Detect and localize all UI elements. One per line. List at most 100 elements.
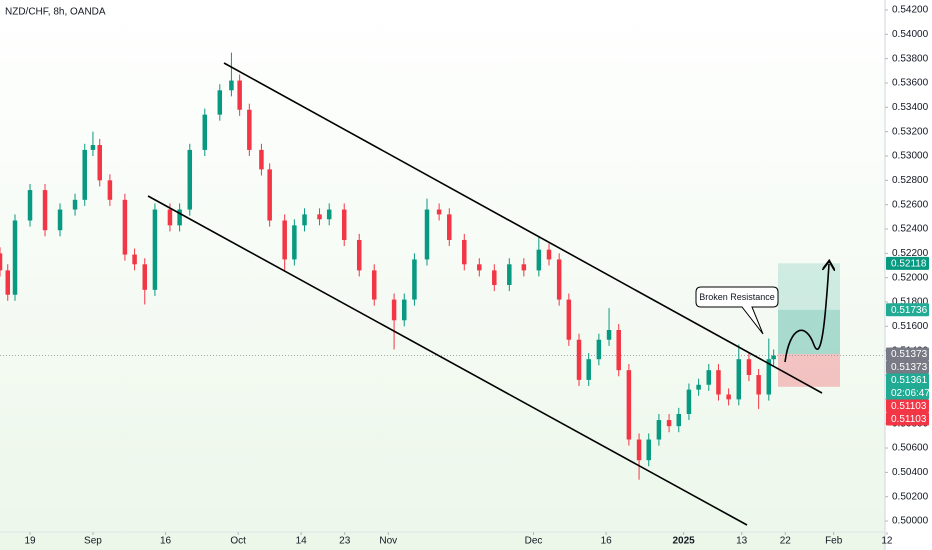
- y-tick-label: 0.52200: [892, 248, 929, 259]
- candle-body: [202, 114, 208, 150]
- x-tick-label: 16: [601, 536, 613, 547]
- candle-body: [576, 339, 582, 380]
- candle-body: [546, 249, 552, 260]
- candle-body: [0, 253, 3, 271]
- candle-body: [97, 145, 102, 181]
- candle-body: [217, 90, 223, 115]
- candle-body: [616, 330, 621, 371]
- x-tick-label: 12: [881, 536, 893, 547]
- candle-body: [412, 259, 417, 300]
- candle-body: [42, 190, 48, 231]
- candle-body: [72, 199, 78, 210]
- candle-body: [666, 420, 672, 427]
- x-tick-label: Dec: [525, 536, 543, 547]
- candle-body: [90, 145, 96, 150]
- channel-lower: [147, 195, 748, 526]
- candle-body: [82, 149, 87, 200]
- candle-body: [152, 209, 158, 290]
- candle-body: [492, 270, 497, 285]
- callout-box: [695, 286, 779, 335]
- y-tick-label: 0.50200: [892, 491, 929, 502]
- y-tick-label: 0.53200: [892, 126, 929, 137]
- y-tick-label: 0.50600: [892, 443, 929, 454]
- price-badge-label: 0.51361: [891, 375, 928, 386]
- candle-body: [646, 439, 651, 461]
- profit-zone: [778, 263, 840, 310]
- candle-body: [716, 370, 721, 395]
- candle-body: [556, 259, 562, 300]
- price-badge: [886, 256, 929, 270]
- price-badge: [886, 347, 929, 361]
- x-tick-label: 14: [296, 536, 308, 547]
- candle-body: [656, 420, 662, 440]
- y-tick-label: 0.52800: [892, 175, 929, 186]
- candle-body: [247, 109, 252, 150]
- candle-body: [391, 299, 397, 321]
- candle-body: [521, 264, 527, 271]
- candle-body: [122, 199, 128, 255]
- price-badge-label: 0.51736: [891, 305, 928, 316]
- x-tick-label: Sep: [84, 536, 102, 547]
- x-tick-label: Feb: [825, 536, 843, 547]
- candle-body: [596, 339, 602, 360]
- candle-body: [371, 270, 377, 300]
- price-badge-label: 0.51103: [891, 401, 927, 412]
- plot-background: [0, 0, 885, 550]
- candle-body: [736, 359, 742, 400]
- x-tick-label: 19: [24, 536, 36, 547]
- candle-body: [177, 209, 182, 226]
- candle-body: [462, 239, 467, 265]
- candle-body: [706, 370, 712, 385]
- candle-body: [282, 220, 287, 260]
- candle-body: [341, 209, 347, 240]
- candle-body: [676, 413, 682, 427]
- candle-body: [477, 264, 482, 271]
- y-tick-label: 0.53800: [892, 53, 929, 64]
- candle-body: [424, 209, 430, 260]
- y-tick-label: 0.50400: [892, 467, 929, 478]
- candle-body: [57, 209, 63, 231]
- y-tick-label: 0.50000: [892, 516, 929, 527]
- candle-body: [626, 370, 632, 440]
- chart-title: NZD/CHF, 8h, OANDA: [5, 7, 106, 18]
- price-badge: [886, 373, 929, 400]
- channel-upper: [223, 62, 823, 394]
- candle-body: [237, 80, 242, 110]
- candle-body: [606, 330, 612, 340]
- x-tick-label: 2025: [672, 536, 695, 547]
- candle-body: [326, 209, 332, 220]
- candle-body: [317, 214, 322, 220]
- price-badge-label: 0.51103: [891, 414, 927, 425]
- candle-body: [187, 149, 193, 210]
- candle-body: [536, 249, 542, 271]
- candle-body: [402, 299, 407, 321]
- candle-body: [436, 209, 442, 215]
- candle-body: [746, 359, 752, 376]
- candle-body: [766, 359, 772, 395]
- x-tick-label: Oct: [230, 536, 246, 547]
- candle-body: [27, 190, 33, 221]
- x-tick-label: 13: [736, 536, 748, 547]
- price-badge: [886, 399, 929, 413]
- candle-body: [229, 80, 234, 91]
- candle-body: [356, 239, 362, 271]
- x-tick-label: 22: [780, 536, 792, 547]
- projection-arrow: [784, 264, 829, 363]
- candle-body: [726, 394, 731, 400]
- y-tick-label: 0.53400: [892, 102, 929, 113]
- candle-body: [267, 169, 272, 221]
- price-badge: [886, 360, 929, 374]
- candle-body: [107, 180, 113, 200]
- price-badge-label: 0.51373: [891, 349, 928, 360]
- callout-text: Broken Resistance: [699, 292, 775, 302]
- price-badge-label: 0.52118: [891, 258, 927, 269]
- x-tick-label: 23: [339, 536, 351, 547]
- countdown: 02:06:47: [891, 388, 930, 399]
- candle-body: [167, 209, 173, 226]
- x-tick-label: Nov: [379, 536, 397, 547]
- y-tick-label: 0.53600: [892, 78, 929, 89]
- price-badge: [886, 412, 929, 426]
- candle-body: [302, 214, 307, 226]
- x-tick-label: 16: [160, 536, 172, 547]
